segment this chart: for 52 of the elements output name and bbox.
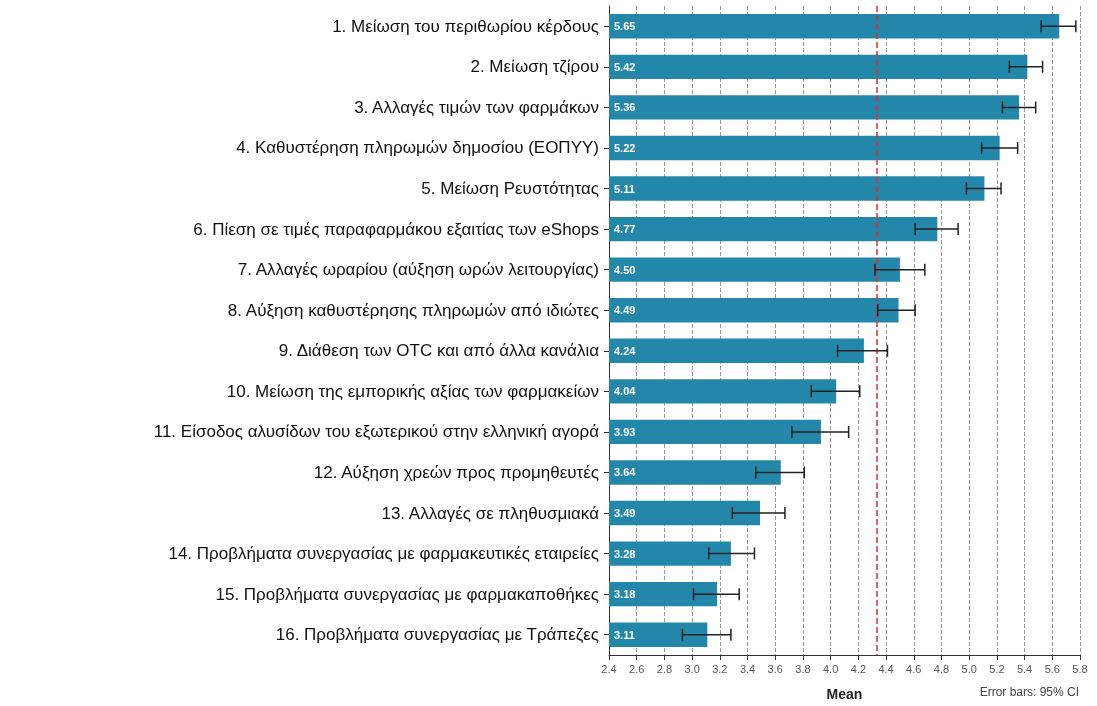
y-tick-label: 4. Καθυστέρηση πληρωμών δημοσίου (ΕΟΠΥΥ) — [236, 138, 599, 158]
data-label: 5.22 — [614, 141, 636, 154]
data-label: 3.49 — [614, 507, 636, 520]
x-axis-title: Mean — [826, 686, 863, 702]
data-label: 3.28 — [614, 547, 636, 560]
data-label: 5.65 — [614, 20, 636, 33]
y-tick-label: 15. Προβλήματα συνεργασίας με φαρμακαποθήκες — [215, 584, 599, 604]
data-label: 4.24 — [614, 344, 637, 357]
y-tick-label: 11. Είσοδος αλυσίδων του εξωτερικού στην ελληνική αγορά — [153, 422, 600, 442]
data-label: 5.42 — [614, 60, 636, 73]
data-label: 3.93 — [614, 425, 636, 438]
y-tick-label: 8. Αύξηση καθυστέρησης πληρωμών από ιδιώτες — [227, 300, 599, 320]
x-tick-label: 5.0 — [961, 662, 977, 675]
y-tick-label: 7. Αλλαγές ωραρίου (αύξηση ωρών λειτουργίας) — [237, 260, 599, 280]
y-tick-label: 10. Μείωση της εμπορικής αξίας των φαρμακείων — [226, 381, 599, 401]
y-tick-label: 12. Αύξηση χρεών προς προμηθευτές — [313, 462, 599, 482]
y-tick-label: 13. Αλλαγές σε πληθυσμιακά — [381, 503, 600, 523]
x-tick-label: 5.8 — [1072, 662, 1088, 675]
x-tick-label: 3.8 — [795, 662, 811, 675]
y-tick-label: 14. Προβλήματα συνεργασίας με φαρμακευτικές εταιρείες — [168, 544, 599, 564]
x-tick-label: 2.8 — [656, 662, 673, 675]
y-tick-label: 5. Μείωση Ρευστότητας — [421, 179, 599, 199]
y-tick-label: 6. Πίεση σε τιμές παραφαρμάκου εξαιτίας των eShops — [193, 219, 599, 239]
text: Error bars: 95% CI — [979, 685, 1080, 699]
x-tick-label: 4.6 — [906, 662, 922, 675]
data-label: 5.11 — [614, 182, 635, 195]
data-label: 3.11 — [614, 628, 635, 641]
x-tick-label: 2.4 — [601, 662, 617, 675]
x-tick-label: 4.4 — [878, 662, 894, 675]
x-tick-label: 3.6 — [767, 662, 783, 675]
y-tick-label: 3. Αλλαγές τιμών των φαρμάκων — [354, 97, 599, 117]
y-tick-label: 1. Μείωση του περιθωρίου κέρδους — [332, 16, 599, 36]
x-tick-label: 5.2 — [989, 662, 1005, 675]
x-tick-label: 3.2 — [712, 662, 728, 675]
data-label: 3.64 — [614, 466, 637, 479]
x-tick-label: 3.4 — [739, 662, 756, 675]
y-tick-label: 16. Προβλήματα συνεργασίας με Τράπεζες — [275, 625, 599, 645]
x-tick-label: 2.6 — [629, 662, 645, 675]
x-tick-label: 5.6 — [1044, 662, 1060, 675]
data-label: 3.18 — [614, 588, 636, 601]
data-label: 4.04 — [614, 385, 637, 398]
data-label: 4.49 — [614, 304, 636, 317]
x-tick-label: 4.2 — [850, 662, 866, 675]
x-tick-label: 5.4 — [1016, 662, 1033, 675]
x-tick-label: 3.0 — [684, 662, 700, 675]
y-tick-label: 9. Διάθεση των OTC και από άλλα κανάλια — [278, 341, 600, 361]
data-label: 4.50 — [614, 263, 636, 276]
x-tick-label: 4.0 — [823, 662, 839, 675]
x-tick-label: 4.8 — [933, 662, 950, 675]
data-label: 5.36 — [614, 101, 636, 114]
y-tick-label: 2. Μείωση τζίρου — [470, 57, 599, 77]
data-label: 4.77 — [614, 223, 636, 236]
